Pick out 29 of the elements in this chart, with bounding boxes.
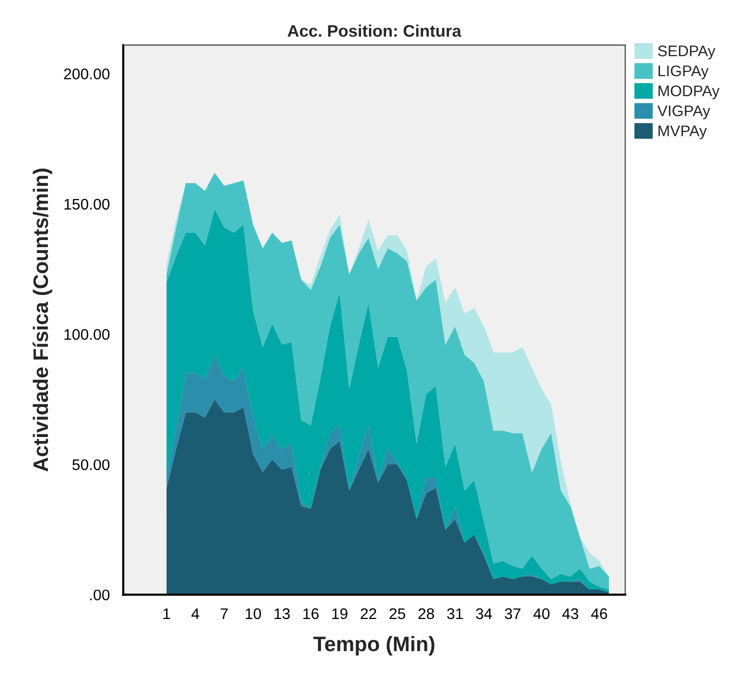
y-tick-label: 200.00	[64, 68, 110, 80]
x-tick-label: 7	[220, 608, 228, 619]
x-tick-label: 40	[533, 608, 550, 620]
x-tick-label: 43	[562, 608, 578, 620]
x-tick-label: 13	[274, 608, 290, 620]
x-tick-label: 34	[476, 608, 492, 620]
x-axis-title: Tempo (Min)	[313, 636, 434, 656]
x-tick-label: 22	[360, 608, 376, 619]
x-tick-label: 31	[447, 608, 463, 620]
x-tick-label: 37	[504, 608, 520, 620]
x-tick-label: 28	[418, 608, 434, 620]
x-tick-label: 46	[591, 608, 608, 620]
y-tick-label: 50.00	[72, 459, 110, 470]
y-tick-label: 150.00	[64, 198, 110, 210]
y-tick-label: .00	[90, 590, 110, 600]
y-tick-label: 100.00	[64, 329, 110, 340]
x-tick-label: 4	[191, 608, 200, 619]
legend-label: MVPAy	[658, 126, 707, 140]
chart-title: Acc. Position: Cintura	[288, 24, 462, 37]
legend-label: MODPAy	[658, 85, 720, 100]
legend-label: VIGPAy	[657, 105, 710, 120]
x-tick-label: 25	[390, 608, 406, 620]
y-axis-title: Actividade Física (Counts/min)	[32, 168, 52, 472]
x-tick-label: 16	[303, 608, 319, 620]
legend-label: LIGPAy	[658, 65, 709, 80]
x-tick-label: 1	[163, 608, 170, 619]
legend-label: SEDPAy	[658, 46, 716, 60]
x-tick-label: 10	[246, 608, 261, 620]
x-tick-label: 19	[332, 608, 348, 620]
